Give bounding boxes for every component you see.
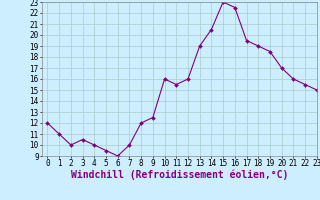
X-axis label: Windchill (Refroidissement éolien,°C): Windchill (Refroidissement éolien,°C): [70, 169, 288, 180]
